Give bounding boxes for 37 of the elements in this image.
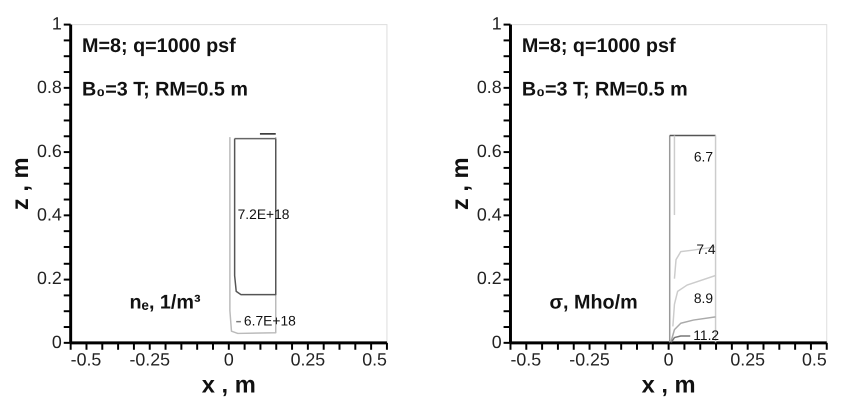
x-tick-label: 0 xyxy=(664,350,674,370)
x-axis-title: x , m xyxy=(642,372,696,398)
annotation: M=8; q=1000 psf xyxy=(82,34,236,57)
annotation: B₀=3 T; RM=0.5 m xyxy=(522,78,688,100)
annotation: σ, Mho/m xyxy=(550,292,638,314)
x-axis-title: x , m xyxy=(202,372,256,398)
annotation: 6.7E+18 xyxy=(244,312,296,329)
annotation: M=8; q=1000 psf xyxy=(522,34,676,57)
annotation: 6.7 xyxy=(694,148,714,164)
x-tick-label: -0.25 xyxy=(129,350,170,370)
y-tick-label: 0.2 xyxy=(476,268,502,288)
annotation: 11.2 xyxy=(693,326,720,343)
y-tick-label: 0 xyxy=(492,332,502,352)
x-tick-label: 0.25 xyxy=(730,350,766,370)
y-tick-label: 0.8 xyxy=(37,77,62,98)
y-tick-label: 0.4 xyxy=(476,204,502,224)
annotation: nₑ, 1/m³ xyxy=(129,292,201,314)
annotation: B₀=3 T; RM=0.5 m xyxy=(82,78,248,100)
x-tick-label: -0.5 xyxy=(70,350,102,370)
y-tick-label: 0.4 xyxy=(37,204,62,224)
y-axis-title: z , m xyxy=(8,157,34,210)
x-tick-label: 0.25 xyxy=(290,350,326,370)
annotation: 7.4 xyxy=(696,241,716,258)
y-tick-label: 0 xyxy=(52,332,62,352)
y-tick-label: 1 xyxy=(492,14,502,34)
x-tick-label: -0.25 xyxy=(569,350,610,370)
x-tick-label: 0.5 xyxy=(802,350,827,370)
y-tick-label: 0.8 xyxy=(476,77,502,98)
x-tick-label: 0.5 xyxy=(362,350,388,370)
y-tick-label: 1 xyxy=(52,14,62,34)
annotation: 8.9 xyxy=(694,290,714,306)
y-tick-label: 0.2 xyxy=(37,268,62,288)
y-axis-title: z , m xyxy=(448,157,474,210)
x-tick-label: -0.5 xyxy=(510,350,542,370)
y-tick-label: 0.6 xyxy=(476,140,502,161)
x-tick-label: 0 xyxy=(224,350,234,370)
y-tick-label: 0.6 xyxy=(37,140,62,161)
